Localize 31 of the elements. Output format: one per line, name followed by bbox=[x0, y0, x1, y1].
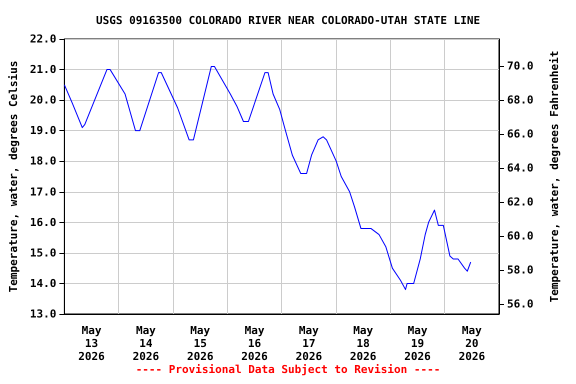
y-tick-label: 15.0 bbox=[30, 246, 56, 260]
y-tick-label: 19.0 bbox=[30, 124, 56, 138]
y-tick-label: 16.0 bbox=[30, 216, 56, 229]
line-series bbox=[64, 66, 472, 290]
y-tick-label: 22.0 bbox=[30, 32, 56, 46]
y2-tick-label: 68.0 bbox=[507, 94, 534, 107]
y-tick-label: 13.0 bbox=[30, 308, 56, 320]
y-tick-label: 17.0 bbox=[30, 185, 56, 198]
y2-tick-label: 60.0 bbox=[507, 229, 534, 242]
y2-tick-label: 56.0 bbox=[507, 297, 534, 310]
text: ---- Provisional Data Subject to Revision ---- bbox=[136, 363, 440, 376]
y-axis-title: Temperature, water, degrees Celsius bbox=[7, 60, 20, 292]
y2-tick-label: 70.0 bbox=[507, 60, 534, 73]
y2-tick-label: 58.0 bbox=[507, 263, 534, 276]
x-tick-label: May 16 2026 bbox=[241, 324, 268, 363]
y2-axis-title: Temperature, water, degrees Fahrenheit bbox=[548, 50, 561, 302]
y2-tick-label: 64.0 bbox=[507, 162, 534, 175]
y-tick-label: 14.0 bbox=[30, 276, 56, 290]
x-tick-label: May 18 2026 bbox=[350, 324, 377, 363]
y-tick-label: 21.0 bbox=[30, 63, 56, 76]
x-tick-label: May 14 2026 bbox=[132, 324, 160, 363]
x-tick-label: May 20 2026 bbox=[458, 324, 486, 363]
y-tick-label: 20.0 bbox=[30, 94, 56, 107]
y-tick-label: 18.0 bbox=[30, 154, 56, 168]
y2-tick-label: 62.0 bbox=[507, 195, 534, 208]
y2-tick-label: 66.0 bbox=[507, 128, 534, 141]
x-tick-label: May 17 2026 bbox=[296, 324, 322, 363]
chart-title: USGS 09163500 COLORADO RIVER NEAR COLORADO-UTAH STATE LINE bbox=[96, 14, 480, 27]
x-tick-label: May 13 2026 bbox=[78, 324, 106, 363]
x-tick-label: May 15 2026 bbox=[186, 324, 214, 363]
x-tick-label: May 19 2026 bbox=[404, 324, 432, 363]
